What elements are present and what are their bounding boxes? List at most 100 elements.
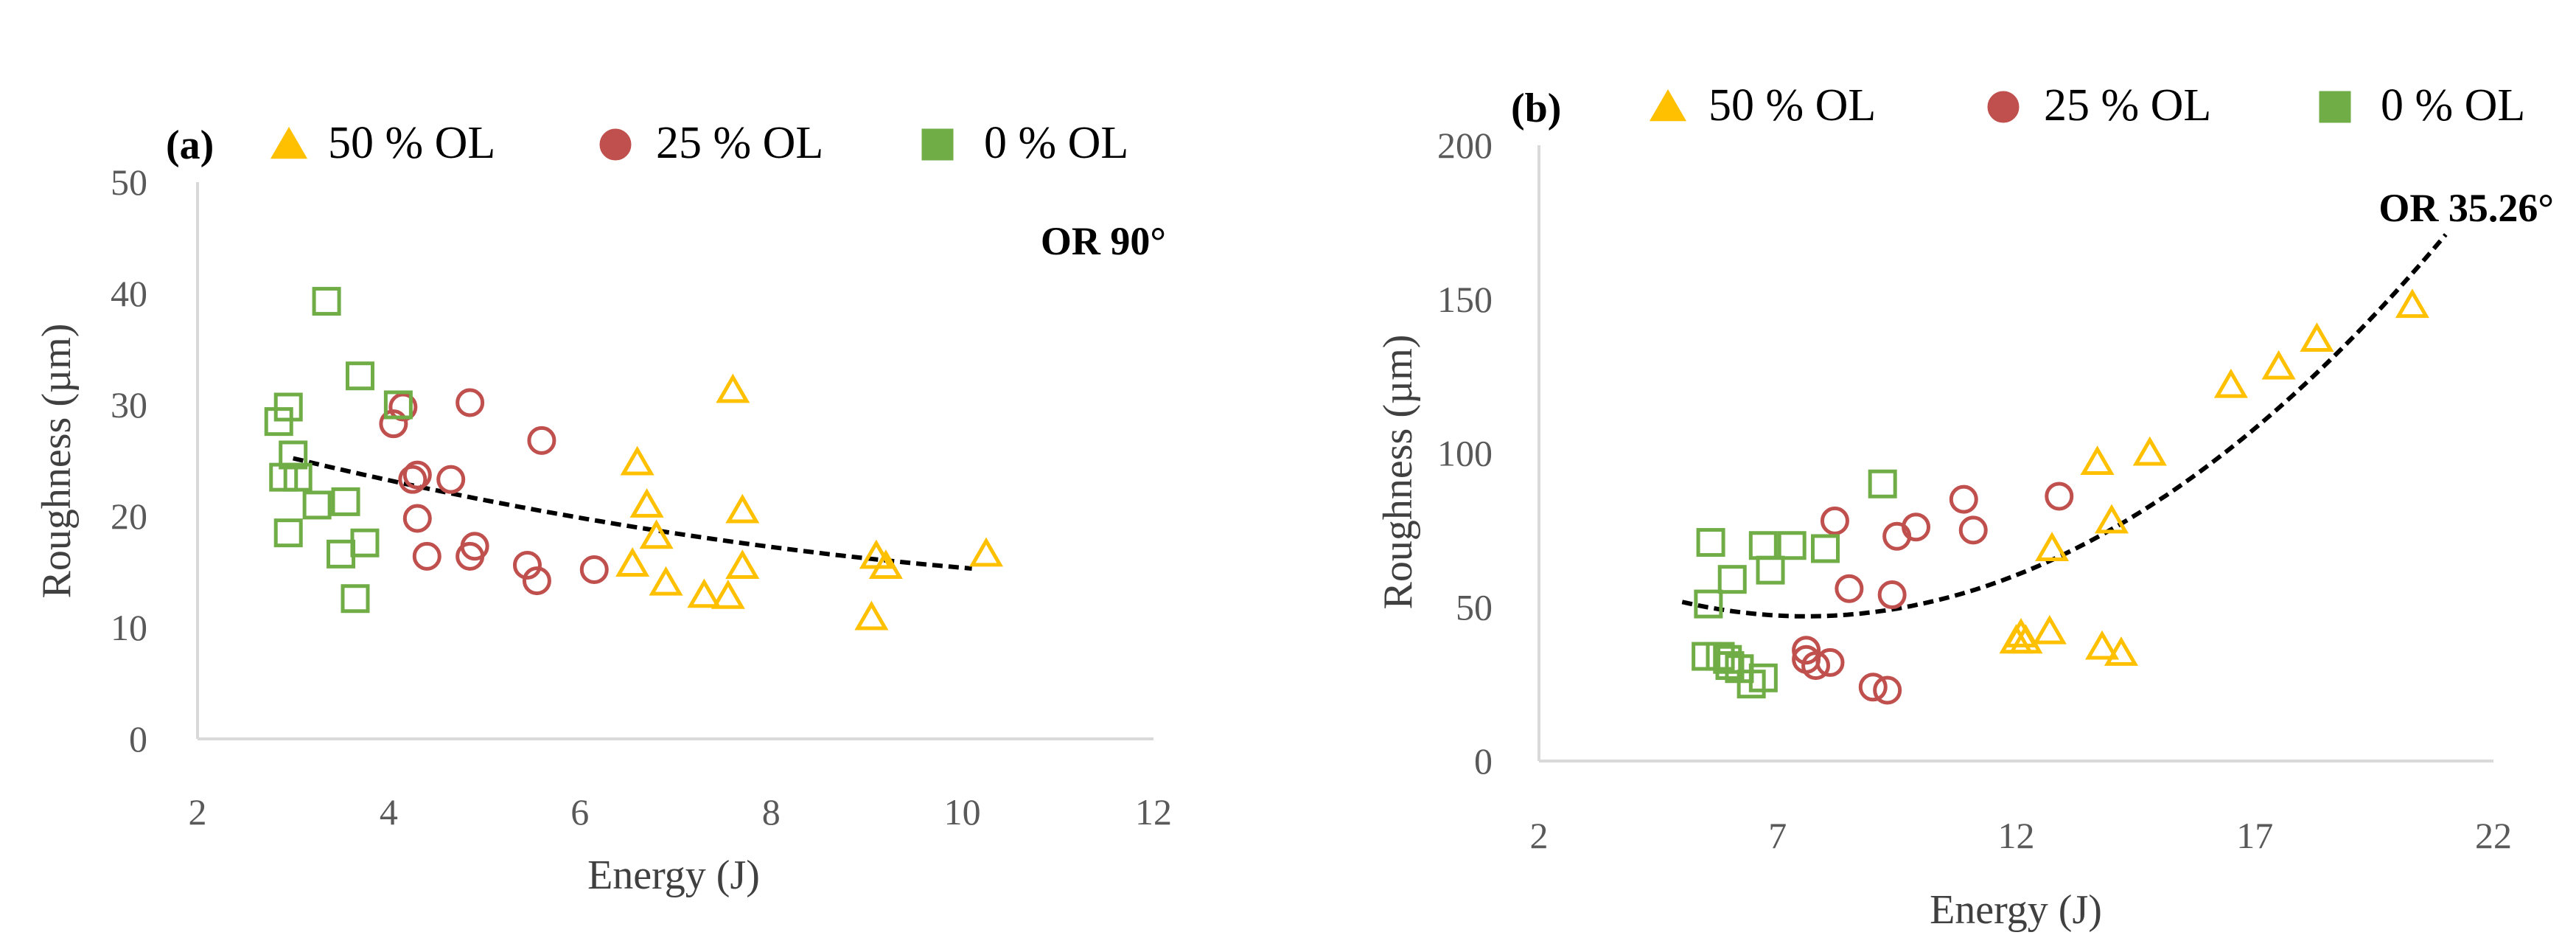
y-tick-label: 150 [1437, 279, 1493, 320]
data-point-triangle [2094, 504, 2129, 534]
data-point-triangle [2032, 614, 2067, 644]
data-point-triangle [639, 519, 674, 549]
data-point-triangle [716, 373, 750, 403]
data-point-circle [460, 532, 489, 561]
y-axis-title: Roughness (µm) [1375, 335, 1421, 610]
x-tick-label: 4 [380, 791, 398, 833]
data-point-triangle [2395, 288, 2429, 319]
y-tick-label: 30 [111, 384, 147, 425]
y-tick-label: 10 [111, 607, 147, 648]
x-tick-label: 12 [1998, 815, 2035, 856]
chart-annotation: OR 90° [1041, 219, 1166, 263]
data-point-circle [1958, 515, 1988, 545]
data-point-circle [398, 465, 427, 494]
chart-panel-b: 2 7 12 17 22 0 50 100 150 200 (b) 50 % OL 25 % OL… [1375, 80, 2554, 933]
data-point-triangle [629, 488, 664, 518]
legend-triangle-marker [1649, 89, 1687, 122]
data-point-triangle [649, 566, 683, 596]
data-point-circle [1801, 651, 1831, 681]
x-tick-label: 8 [762, 791, 781, 833]
data-point-circle [455, 388, 485, 417]
y-tick-label: 0 [129, 718, 147, 760]
data-point-triangle [968, 537, 1004, 567]
data-point-square [273, 392, 303, 422]
x-tick-label: 2 [1530, 815, 1549, 856]
data-point-triangle [854, 600, 889, 630]
legend: 50 % OL 25 % OL 0 % OL [1649, 80, 2525, 131]
x-tick-label: 17 [2236, 815, 2273, 856]
data-point-circle [1792, 636, 1821, 665]
data-point-square [273, 518, 303, 548]
x-tick-label: 22 [2475, 815, 2512, 856]
panel-label: (a) [166, 122, 214, 168]
data-point-triangle [725, 493, 760, 524]
data-point-square [1748, 663, 1778, 692]
data-point-triangle [2085, 630, 2120, 660]
data-point-triangle [2300, 322, 2334, 352]
data-point-triangle [868, 549, 903, 579]
chart-annotation: OR 35.26° [2378, 186, 2554, 230]
legend-label: 0 % OL [984, 118, 1128, 168]
data-point-circle [1815, 647, 1845, 677]
data-point-triangle [615, 547, 650, 577]
data-point-circle [527, 425, 556, 455]
legend-label: 25 % OL [2044, 80, 2211, 131]
data-point-square [1717, 565, 1747, 594]
data-point-triangle [725, 549, 760, 579]
data-point-triangle [2213, 368, 2248, 398]
y-tick-label: 20 [111, 496, 147, 537]
data-point-square [1811, 534, 1840, 563]
legend-label: 25 % OL [656, 118, 823, 168]
data-point-triangle [2261, 350, 2296, 380]
data-point-square [331, 487, 360, 516]
legend-triangle-marker [270, 127, 308, 159]
data-point-circle [379, 409, 408, 439]
y-tick-label: 50 [1456, 586, 1493, 628]
y-tick-label: 100 [1437, 433, 1493, 474]
data-point-triangle [687, 578, 722, 608]
x-tick-label: 10 [944, 791, 981, 833]
data-point-triangle [2132, 436, 2167, 466]
x-tick-label: 6 [570, 791, 589, 833]
data-point-triangle [2008, 624, 2043, 654]
data-point-circle [1858, 673, 1888, 702]
data-point-circle [512, 550, 542, 580]
data-point-square [283, 462, 313, 492]
data-point-circle [402, 460, 432, 490]
data-point-circle [1873, 675, 1902, 705]
x-tick-label: 2 [189, 791, 207, 833]
legend-circle-marker [1987, 91, 2020, 123]
data-point-circle [436, 465, 466, 494]
data-point-square [302, 490, 332, 520]
data-point-square [1868, 469, 1897, 498]
legend-label: 50 % OL [328, 118, 495, 168]
legend-square-marker [2319, 91, 2351, 123]
data-point-circle [388, 392, 418, 422]
data-point-square [341, 584, 370, 614]
data-point-circle [412, 541, 441, 571]
y-tick-label: 50 [111, 161, 147, 203]
data-point-triangle [711, 579, 745, 609]
data-point-circle [1902, 513, 1931, 542]
data-point-circle [522, 566, 551, 596]
data-point-square [327, 539, 356, 569]
data-point-circle [2045, 482, 2074, 511]
x-tick-label: 12 [1135, 791, 1172, 833]
data-point-circle [1877, 580, 1907, 610]
chart-panel-a: 2 4 6 8 10 12 0 10 20 30 40 50 (a) 50 % OL 25 % OL 0… [34, 118, 1172, 898]
x-axis-title: Energy (J) [587, 852, 760, 898]
panel-label: (b) [1511, 86, 1561, 131]
data-point-circle [1835, 574, 1864, 603]
y-tick-label: 200 [1437, 125, 1493, 166]
x-tick-label: 7 [1768, 815, 1787, 856]
data-point-triangle [620, 445, 655, 476]
legend-label: 0 % OL [2381, 80, 2525, 131]
data-point-circle [1820, 506, 1849, 535]
data-point-circle [402, 504, 432, 533]
data-point-square [383, 390, 413, 420]
y-tick-label: 40 [111, 273, 147, 314]
data-point-square [1694, 589, 1723, 619]
data-point-circle [579, 555, 609, 584]
legend: 50 % OL 25 % OL 0 % OL [270, 118, 1128, 168]
